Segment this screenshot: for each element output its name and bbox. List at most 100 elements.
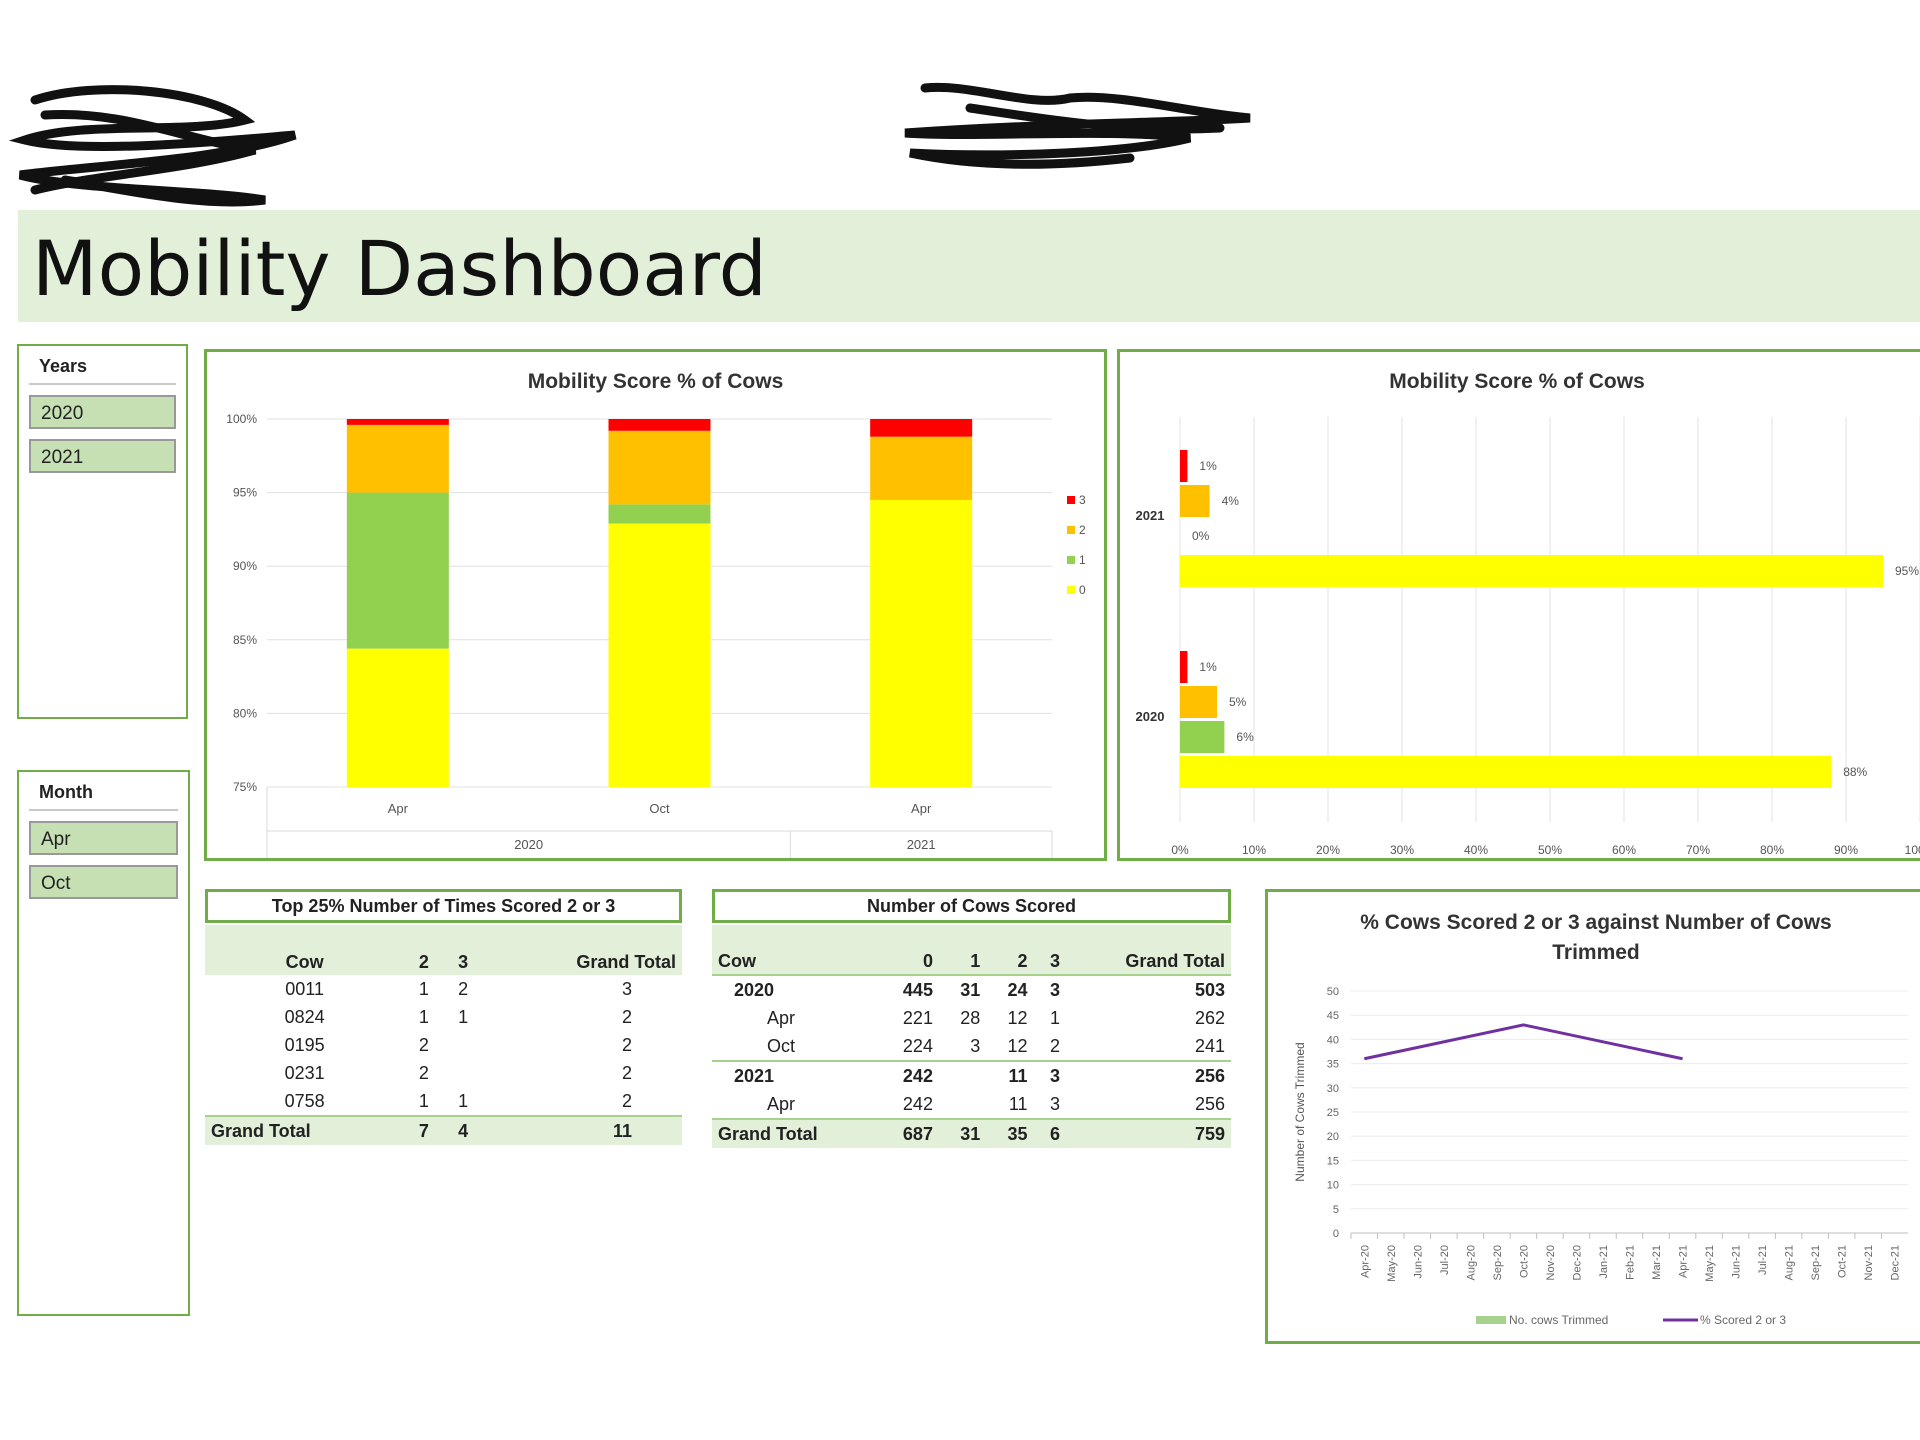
column-header: Grand Total	[576, 952, 676, 972]
column-header: 2	[1017, 951, 1028, 971]
x-tick-label: Sep-20	[1492, 1245, 1504, 1280]
bar-segment	[870, 436, 973, 500]
bar-segment	[870, 499, 973, 787]
table-cell: 503	[1194, 979, 1225, 1000]
table-cell	[443, 1059, 482, 1087]
month-slicer: Month Apr Oct	[17, 770, 190, 1316]
table-row: 0195 2 2	[205, 1031, 682, 1059]
x-tick-label: Aug-20	[1465, 1245, 1477, 1280]
x-tick-label: 90%	[1834, 843, 1858, 857]
x-tick-label: Jul-21	[1757, 1245, 1769, 1275]
y-tick-label: 30	[1327, 1083, 1339, 1095]
x-tick-label: 0%	[1171, 843, 1189, 857]
horizontal-chart-title: Mobility Score % of Cows	[1389, 370, 1645, 393]
x-tick-label: Apr	[911, 801, 932, 816]
table-row: Apr 242 11 3 256	[712, 1090, 1231, 1119]
table-cell	[939, 1061, 986, 1090]
table-cell: 445	[902, 979, 933, 1000]
title-band: Mobility Dashboard	[18, 210, 1920, 322]
column-header: Grand Total	[1125, 951, 1225, 971]
slicer-item-apr[interactable]: Apr	[29, 821, 178, 855]
table-cell: 12	[1007, 1035, 1028, 1056]
slicer-item-oct[interactable]: Oct	[29, 865, 178, 899]
y-tick-label: 95%	[233, 486, 257, 500]
stacked-column-chart: 75% 80% 85% 90% 95% 100% Apr Oct Apr 2020 2021 3 2 1 0	[226, 412, 1086, 858]
y-tick-label: 15	[1327, 1155, 1339, 1167]
x-tick-label: Jun-20	[1412, 1245, 1424, 1279]
bar-segment	[346, 492, 449, 649]
x-tick-label: Sep-21	[1810, 1245, 1822, 1280]
column-header: 3	[458, 952, 469, 972]
table-row: Oct 224 3 12 2 241	[712, 1032, 1231, 1061]
y-tick-label: 40	[1327, 1034, 1339, 1046]
x-tick-label: May-21	[1704, 1245, 1716, 1282]
x-tick-label: Oct	[649, 801, 670, 816]
column-header: 2	[418, 952, 429, 972]
table-cell: 224	[902, 1035, 933, 1056]
table-cell: 11	[1008, 1065, 1028, 1086]
table-row: 0824 1 1 2	[205, 1003, 682, 1031]
legend-swatch	[1476, 1316, 1506, 1324]
table-cell: 1	[458, 1090, 469, 1111]
legend-label: 2	[1079, 523, 1086, 537]
y-category-label: 2021	[1136, 508, 1165, 523]
x-tick-label: Apr-20	[1359, 1245, 1371, 1278]
table-cell: 0231	[284, 1062, 325, 1083]
table-cell: 11	[1008, 1093, 1028, 1114]
table-cell: 24	[1007, 979, 1028, 1000]
column-header: 3	[1050, 951, 1061, 971]
table-cell: 3	[1050, 1065, 1061, 1086]
y-tick-label: 20	[1327, 1131, 1339, 1143]
y-tick-label: 75%	[233, 780, 257, 794]
y-tick-label: 10	[1327, 1180, 1339, 1192]
legend-swatch	[1067, 526, 1075, 534]
horizontal-bar-chart: 0% 10% 20% 30% 40% 50% 60% 70% 80% 90% 100% 2021 1% 4…	[1136, 417, 1920, 857]
table-cell: 2	[418, 1062, 429, 1083]
x-tick-label: 10%	[1242, 843, 1266, 857]
row-label: Oct	[767, 1035, 796, 1056]
table-cell: 35	[1007, 1123, 1028, 1144]
top25-table-title: Top 25% Number of Times Scored 2 or 3	[205, 889, 682, 923]
table-cell: 262	[1194, 1007, 1225, 1028]
grand-total-row: Grand Total 687 31 35 6 759	[712, 1119, 1231, 1148]
legend-label: 0	[1079, 583, 1086, 597]
x-tick-label: 100%	[1905, 843, 1920, 857]
x-tick-label: Feb-21	[1625, 1245, 1637, 1280]
slicer-item-2020[interactable]: 2020	[29, 395, 176, 429]
data-label: 5%	[1229, 695, 1247, 709]
y-category-label: 2020	[1136, 709, 1165, 724]
trimmed-line-chart: 0 5 10 15 20 25 30 35 40 45 50 Number of Cows Trimm…	[1293, 986, 1908, 1327]
column-header: Cow	[285, 952, 324, 972]
table-cell: Grand Total	[211, 1120, 311, 1141]
series-line	[1363, 1023, 1683, 1061]
legend-swatch	[1067, 496, 1075, 504]
slicer-item-2021[interactable]: 2021	[29, 439, 176, 473]
table-cell: 687	[902, 1123, 933, 1144]
table-row: Apr 221 28 12 1 262	[712, 1004, 1231, 1032]
y-tick-label: 90%	[233, 559, 257, 573]
bar-segment	[346, 648, 449, 787]
table-cell: 3	[970, 1035, 981, 1056]
x-tick-label: Jan-21	[1598, 1245, 1610, 1279]
cows-scored-table: Cow 0 1 2 3 Grand Total 2020 445 31 24 3 503 A…	[712, 925, 1231, 1148]
y-tick-label: 45	[1327, 1010, 1339, 1022]
bar-segment	[608, 504, 711, 524]
legend-label: 3	[1079, 493, 1086, 507]
table-cell: 2	[1050, 1035, 1061, 1056]
table-cell: 6	[1050, 1123, 1061, 1144]
y-tick-label: 35	[1327, 1059, 1339, 1071]
table-cell: 28	[960, 1007, 981, 1028]
x-tick-label: Apr	[388, 801, 409, 816]
bar	[1180, 686, 1217, 718]
trimmed-chart-title: % Cows Scored 2 or 3 against Number of C…	[1360, 911, 1832, 964]
legend-label: % Scored 2 or 3	[1700, 1313, 1786, 1327]
table-cell: 1	[1050, 1007, 1061, 1028]
x-tick-label: Apr-21	[1678, 1245, 1690, 1278]
horizontal-chart-panel: Mobility Score % of Cows 0% 10% 20% 30% 40% 5…	[1117, 349, 1920, 861]
legend-swatch	[1067, 586, 1075, 594]
table-cell: 3	[1050, 979, 1061, 1000]
table-row: 0758 1 1 2	[205, 1087, 682, 1116]
x-group-label: 2021	[907, 837, 936, 852]
table-cell: 0011	[285, 978, 324, 999]
data-label: 4%	[1222, 494, 1240, 508]
